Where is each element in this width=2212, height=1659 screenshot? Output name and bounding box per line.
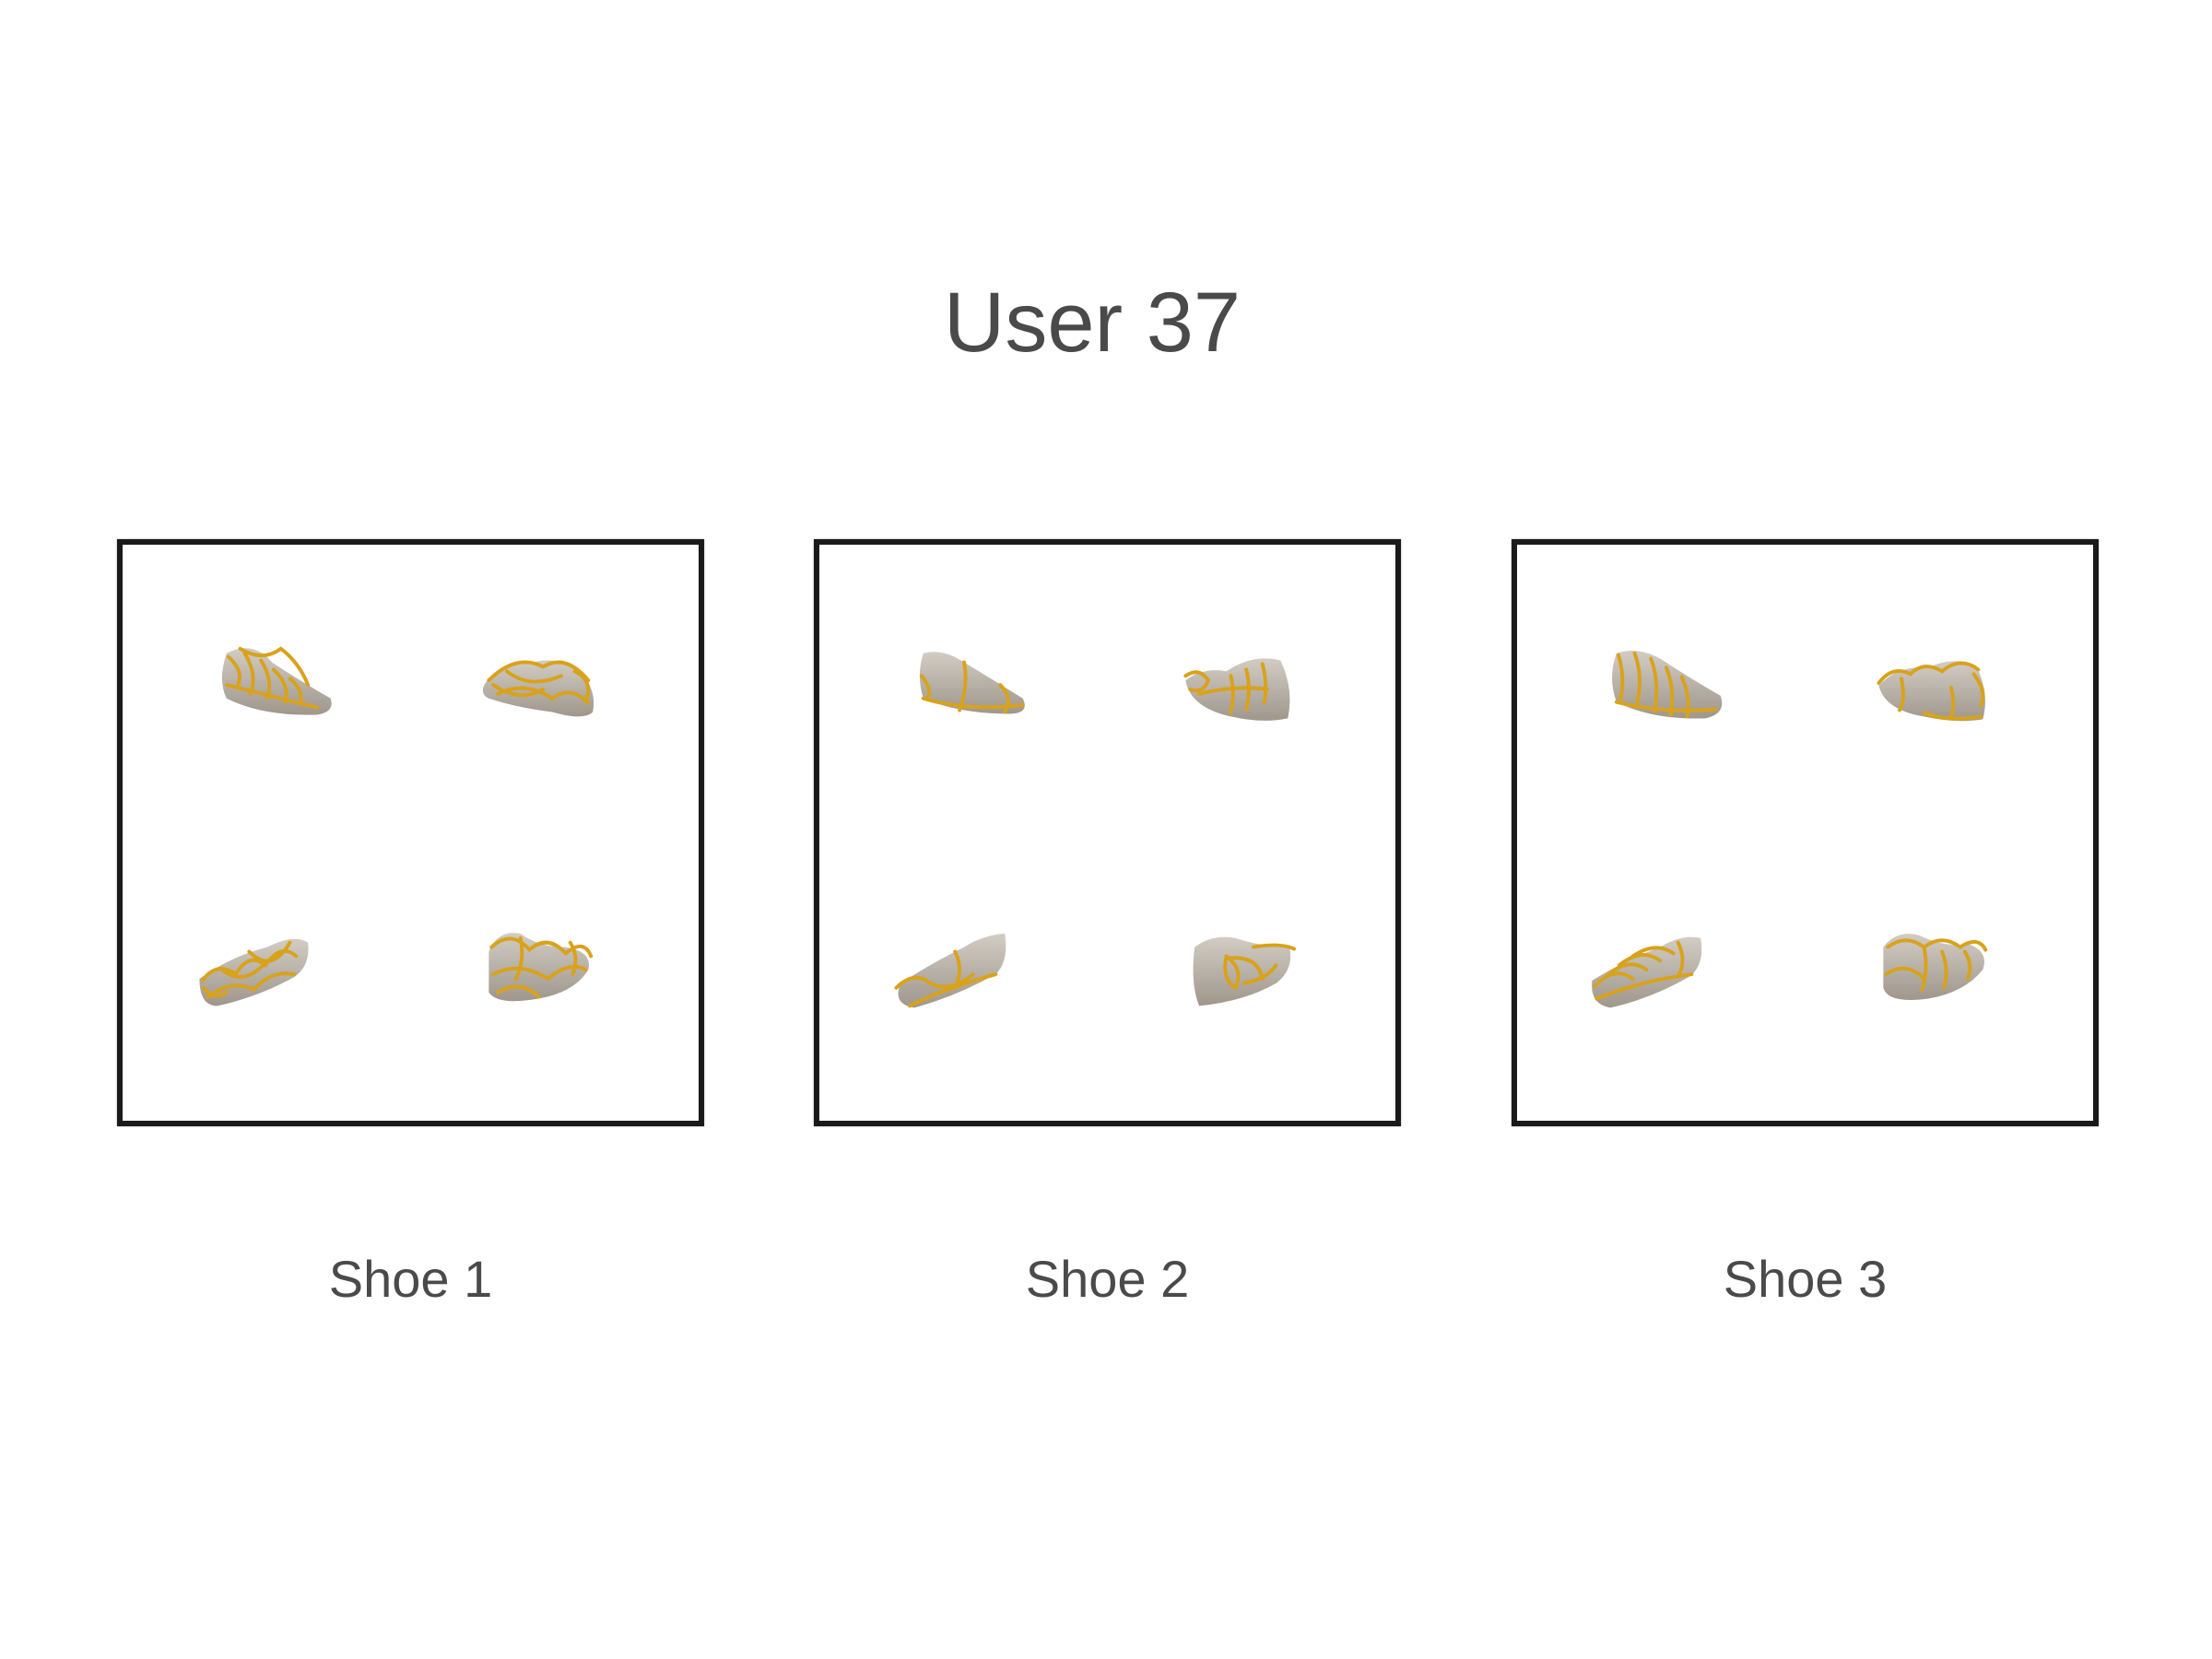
shoe-panel-2 — [814, 539, 1401, 1126]
shoe-2-view-top-left-icon — [919, 652, 1025, 714]
shoe-2-label: Shoe 2 — [1025, 1250, 1190, 1308]
shoe-3-view-bottom-right-icon — [1883, 934, 1988, 1001]
shoe-1-view-bottom-left-icon — [199, 938, 309, 1006]
shoe-1-view-top-left-icon — [221, 646, 332, 715]
shoe-panel-3 — [1512, 539, 2099, 1126]
shoe-1-view-top-right-icon — [482, 660, 594, 717]
shoe-3-view-bottom-left-icon — [1592, 936, 1702, 1008]
shoe-1-views — [199, 646, 594, 1006]
page-title: User 37 — [943, 276, 1241, 370]
shoe-panel-1 — [117, 539, 704, 1126]
shoe-3-views — [1592, 651, 1988, 1008]
shoe-1-label: Shoe 1 — [328, 1250, 493, 1308]
shoe-3-label: Shoe 3 — [1723, 1250, 1888, 1308]
shoe-2-view-bottom-left-icon — [894, 933, 1006, 1008]
shoe-2-view-top-right-icon — [1183, 658, 1290, 721]
shoe-1-view-bottom-right-icon — [488, 933, 594, 1002]
shoe-3-view-top-left-icon — [1612, 651, 1723, 719]
shoe-2-view-bottom-right-icon — [1193, 936, 1297, 1006]
shoe-2-views — [894, 652, 1297, 1008]
shoe-3-view-top-right-icon — [1877, 661, 1985, 722]
